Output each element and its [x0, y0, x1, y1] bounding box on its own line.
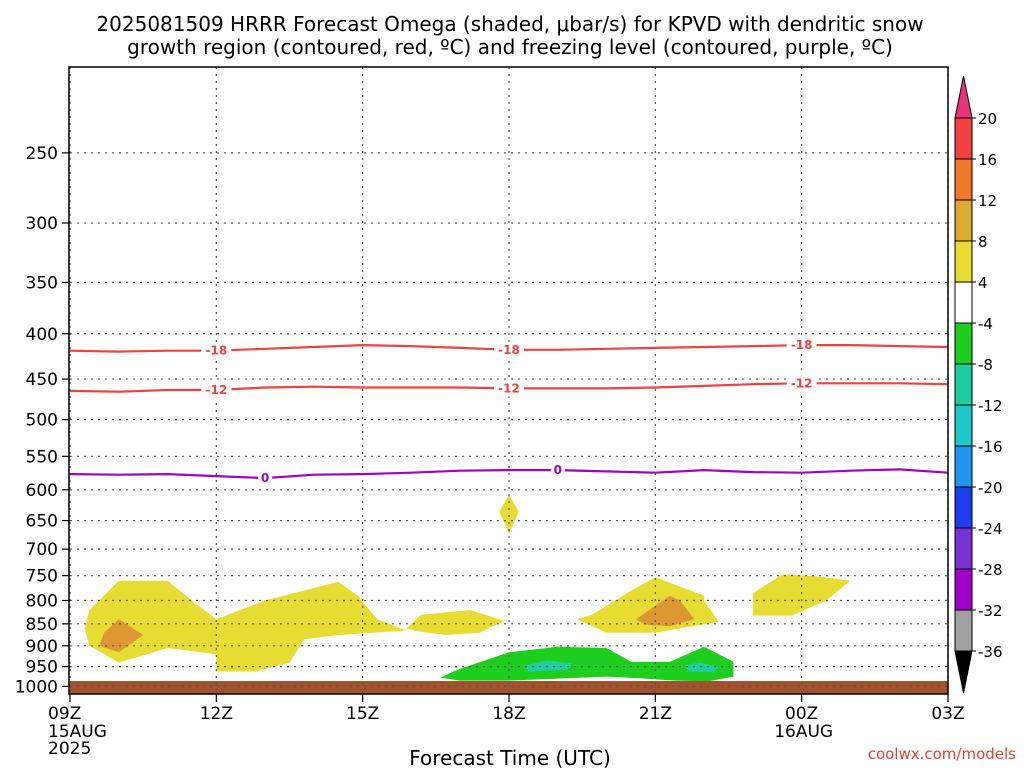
contour-label: -18 — [791, 338, 813, 352]
y-tick-label: 850 — [26, 615, 58, 635]
y-tick-label: 900 — [26, 637, 58, 657]
colorbar-label: -24 — [978, 520, 1003, 538]
x-tick-label: 03Z — [931, 704, 964, 724]
colorbar-box — [954, 404, 973, 447]
contour-label: -12 — [205, 383, 227, 397]
colorbar-label: -28 — [978, 561, 1003, 579]
contour-label-bg — [258, 470, 273, 487]
omega-region — [499, 494, 519, 534]
colorbar-box — [954, 363, 973, 406]
colorbar-box — [954, 322, 973, 365]
colorbar-label: 8 — [978, 233, 988, 251]
x-tick-label: 09Z — [48, 704, 81, 724]
y-tick-label: 300 — [26, 214, 58, 234]
contour-label-bg — [786, 337, 817, 354]
contour-label: 0 — [261, 471, 269, 485]
omega-region — [84, 580, 407, 672]
y-tick-label: 950 — [26, 658, 58, 678]
surface-band — [70, 681, 948, 694]
omega-region — [523, 660, 573, 672]
contour-label: 0 — [554, 463, 562, 477]
y-tick-label: 450 — [26, 370, 58, 390]
y-tick-label: 350 — [26, 273, 58, 293]
x-tick-sublabel: 16AUG — [774, 722, 833, 742]
colorbar-box — [954, 240, 973, 283]
contour-label-bg — [494, 341, 524, 358]
contour-label: -18 — [498, 343, 520, 357]
x-tick-label: 00Z — [785, 704, 818, 724]
contour-label-bg — [201, 342, 232, 359]
omega-region — [99, 619, 144, 653]
x-tick-label: 21Z — [639, 704, 672, 724]
colorbar-label: 20 — [978, 110, 997, 128]
omega-region — [406, 610, 505, 635]
colorbar-label: -4 — [978, 315, 993, 333]
colorbar-arrow-top — [954, 75, 973, 119]
y-tick-label: 600 — [26, 481, 58, 501]
colorbar-label: -20 — [978, 479, 1003, 497]
omega-shading — [84, 494, 851, 682]
colorbar-label: -8 — [978, 356, 993, 374]
y-tick-label: 650 — [26, 512, 58, 532]
chart-title-line2: growth region (contoured, red, ºC) and f… — [127, 35, 893, 59]
y-tick-label: 1000 — [15, 677, 58, 697]
colorbar-box — [954, 445, 973, 488]
colorbar-arrow-bottom — [954, 650, 973, 694]
omega-region — [635, 595, 695, 627]
colorbar-label: 16 — [978, 151, 997, 169]
omega-region — [752, 574, 851, 616]
y-tick-label: 250 — [26, 144, 58, 164]
chart-title-line1: 2025081509 HRRR Forecast Omega (shaded, … — [96, 12, 923, 36]
colorbar-label: -32 — [978, 602, 1003, 620]
colorbar-label: -36 — [978, 643, 1003, 661]
contour-lines: -18 -18 -18 -12 -12 -12 0 0 — [69, 337, 949, 487]
contour-label-bg — [786, 375, 817, 392]
y-tick-label: 800 — [26, 592, 58, 612]
y-tick-label: 700 — [26, 540, 58, 560]
colorbar-box — [954, 568, 973, 611]
contour-label-bg — [201, 382, 232, 399]
colorbar-box — [954, 486, 973, 529]
contour-label: -12 — [791, 376, 813, 390]
contour-label-bg — [550, 462, 565, 479]
credit-text: coolwx.com/models — [868, 745, 1016, 763]
colorbar: 20 16 12 8 4 -4 -8 -12 -16 -20 -24 -28 -32 -36 — [954, 75, 1003, 694]
colorbar-box — [954, 527, 973, 570]
pressure-axis: 2503003504004505005506006507007508008509… — [15, 144, 70, 697]
colorbar-label: 4 — [978, 274, 988, 292]
colorbar-box — [954, 281, 973, 324]
contour-label-bg — [494, 380, 524, 397]
colorbar-label: 12 — [978, 192, 997, 210]
x-tick-sublabel: 2025 — [48, 739, 91, 759]
x-tick-label: 15Z — [346, 704, 379, 724]
y-tick-label: 750 — [26, 567, 58, 587]
colorbar-box — [954, 609, 973, 652]
colorbar-box — [954, 199, 973, 242]
y-tick-label: 500 — [26, 411, 58, 431]
omega-region — [684, 662, 719, 672]
colorbar-label: -12 — [978, 397, 1003, 415]
x-tick-label: 12Z — [200, 704, 233, 724]
x-axis-label: Forecast Time (UTC) — [409, 746, 611, 768]
omega-region — [440, 646, 734, 682]
contour-label: -12 — [498, 381, 520, 395]
y-tick-label: 400 — [26, 325, 58, 345]
colorbar-box — [954, 158, 973, 201]
colorbar-label: -16 — [978, 438, 1003, 456]
contour-line — [69, 468, 949, 480]
colorbar-box — [954, 117, 973, 160]
x-tick-sublabel: 15AUG — [48, 722, 107, 742]
x-tick-label: 18Z — [492, 704, 525, 724]
y-tick-label: 550 — [26, 447, 58, 467]
contour-label: -18 — [205, 344, 227, 358]
